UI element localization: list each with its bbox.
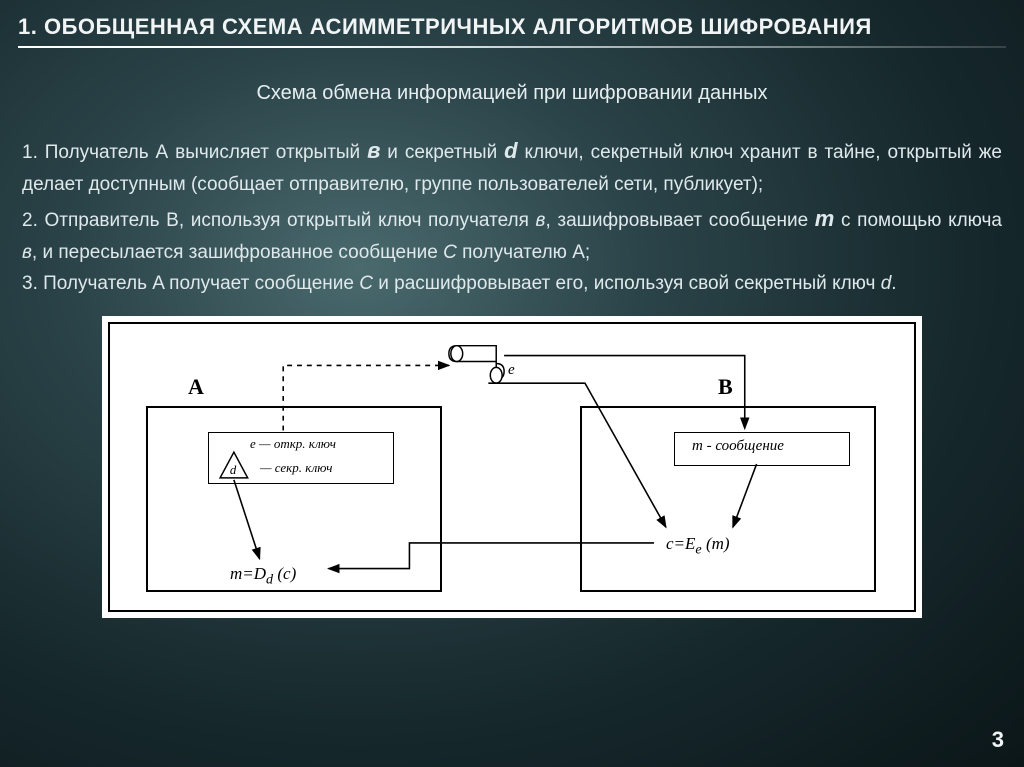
diagram: A е — откр. ключ — секр. ключ B m - сооб… xyxy=(102,316,922,618)
p2-m: m xyxy=(815,206,835,231)
p3b: и расшифровывает его, используя свой сек… xyxy=(373,273,881,294)
page-number: 3 xyxy=(992,727,1004,753)
svg-text:d: d xyxy=(230,463,237,477)
p2d: , и пересылается зашифрованное сообщение xyxy=(32,242,443,263)
title-underline xyxy=(18,46,1006,48)
p3a: 3. Получатель A получает сообщение xyxy=(22,273,359,294)
p2-e: в xyxy=(536,210,546,231)
p3-d: d xyxy=(881,273,892,294)
p2b: , зашифровывает сообщение xyxy=(545,210,814,231)
p2-C: С xyxy=(443,242,457,263)
diagram-svg: d xyxy=(110,324,914,610)
p1a: 1. Получатель А вычисляет открытый xyxy=(22,142,367,163)
p3c: . xyxy=(891,273,896,294)
p1-e: в xyxy=(367,138,380,163)
p3-C: C xyxy=(359,273,373,294)
subtitle: Схема обмена информацией при шифровании … xyxy=(0,82,1024,105)
p2e: получателю A; xyxy=(457,242,590,263)
body-text: 1. Получатель А вычисляет открытый в и с… xyxy=(0,105,1024,300)
p1b: и секретный xyxy=(380,142,504,163)
p2a: 2. Отправитель В, используя открытый клю… xyxy=(22,210,536,231)
p2-e2: в xyxy=(22,242,32,263)
page-title: 1. ОБОБЩЕННАЯ СХЕМА АСИММЕТРИЧНЫХ АЛГОРИ… xyxy=(18,14,1006,40)
p1-d: d xyxy=(504,138,517,163)
p2c: с помощью ключа xyxy=(834,210,1002,231)
diagram-inner: A е — откр. ключ — секр. ключ B m - сооб… xyxy=(108,322,916,612)
